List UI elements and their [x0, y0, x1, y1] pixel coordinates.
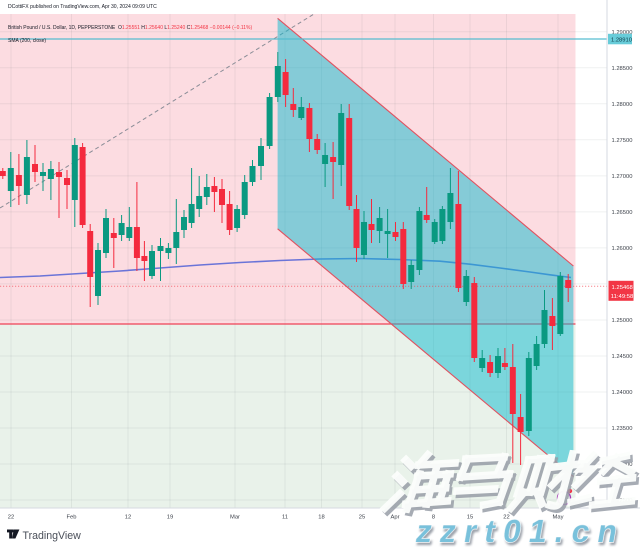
svg-text:1.27500: 1.27500: [612, 138, 633, 144]
svg-text:15: 15: [467, 515, 473, 521]
svg-text:Feb: Feb: [67, 515, 77, 521]
svg-text:TradingView: TradingView: [23, 530, 82, 542]
svg-text:19: 19: [167, 515, 173, 521]
svg-text:1.28910: 1.28910: [611, 37, 632, 43]
svg-text:11:49:58: 11:49:58: [611, 294, 634, 300]
svg-text:1.24000: 1.24000: [612, 390, 633, 396]
svg-text:12: 12: [125, 515, 131, 521]
svg-text:18: 18: [318, 515, 324, 521]
svg-text:8: 8: [432, 515, 435, 521]
svg-text:1.29000: 1.29000: [612, 30, 633, 36]
svg-text:1.24500: 1.24500: [612, 354, 633, 360]
svg-text:May: May: [553, 515, 564, 521]
svg-text:22: 22: [503, 515, 509, 521]
svg-text:1.28000: 1.28000: [612, 102, 633, 108]
svg-text:22: 22: [8, 515, 14, 521]
svg-text:Apr: Apr: [390, 515, 399, 521]
svg-text:1.26500: 1.26500: [612, 210, 633, 216]
svg-text:Mar: Mar: [230, 515, 240, 521]
svg-text:11: 11: [282, 515, 288, 521]
svg-text:1.27000: 1.27000: [612, 174, 633, 180]
svg-text:zzrt01.cn: zzrt01.cn: [413, 513, 628, 549]
svg-text:1.28500: 1.28500: [612, 66, 633, 72]
svg-text:1.25468: 1.25468: [612, 285, 634, 291]
svg-text:25: 25: [359, 515, 365, 521]
svg-text:1.26000: 1.26000: [612, 246, 633, 252]
svg-text:1.25000: 1.25000: [612, 318, 633, 324]
svg-text:1.23500: 1.23500: [612, 426, 633, 432]
